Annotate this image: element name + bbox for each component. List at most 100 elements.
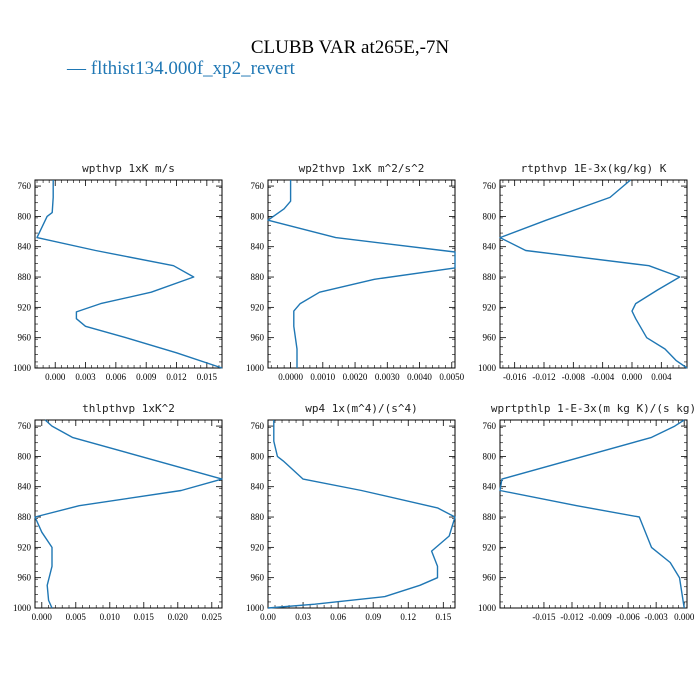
y-tick-label: 880 xyxy=(251,272,265,282)
panel-title: wprtpthlp 1-E-3x(m kg K)/(s kg) xyxy=(491,402,696,415)
x-tick-label: 0.004 xyxy=(651,372,672,382)
panel-title: wp2thvp 1xK m^2/s^2 xyxy=(299,162,425,175)
x-tick-label: 0.06 xyxy=(330,612,346,622)
x-tick-label: 0.09 xyxy=(365,612,381,622)
x-tick-label: -0.015 xyxy=(532,612,556,622)
y-tick-label: 1000 xyxy=(246,363,265,373)
x-tick-label: 0.000 xyxy=(32,612,53,622)
x-tick-label: 0.012 xyxy=(166,372,186,382)
x-tick-label: -0.004 xyxy=(591,372,615,382)
y-tick-label: 800 xyxy=(18,211,32,221)
y-tick-label: 880 xyxy=(483,512,497,522)
y-tick-label: 840 xyxy=(483,482,497,492)
y-tick-label: 1000 xyxy=(478,603,497,613)
y-tick-label: 920 xyxy=(483,542,497,552)
y-tick-label: 760 xyxy=(251,181,265,191)
y-tick-label: 960 xyxy=(251,573,265,583)
series-line xyxy=(267,420,456,609)
y-tick-label: 920 xyxy=(18,542,32,552)
y-tick-label: 840 xyxy=(251,242,265,252)
y-tick-label: 840 xyxy=(251,482,265,492)
y-tick-label: 1000 xyxy=(13,363,32,373)
y-tick-label: 880 xyxy=(483,272,497,282)
y-tick-label: 960 xyxy=(483,333,497,343)
x-tick-label: 0.015 xyxy=(134,612,155,622)
x-tick-label: -0.009 xyxy=(588,612,612,622)
x-tick-label: 0.000 xyxy=(622,372,643,382)
y-tick-label: 760 xyxy=(18,421,32,431)
plot-frame xyxy=(34,179,223,369)
x-tick-label: 0.0010 xyxy=(310,372,335,382)
y-tick-label: 1000 xyxy=(246,603,265,613)
series-line xyxy=(499,179,688,369)
y-tick-label: 920 xyxy=(18,302,32,312)
x-tick-label: 0.000 xyxy=(45,372,66,382)
x-tick-label: 0.006 xyxy=(106,372,127,382)
plot-frame xyxy=(267,419,456,609)
x-tick-label: -0.003 xyxy=(645,612,669,622)
x-tick-label: -0.012 xyxy=(532,372,555,382)
panel-title: wp4 1x(m^4)/(s^4) xyxy=(305,402,418,415)
x-tick-label: -0.016 xyxy=(503,372,527,382)
y-tick-label: 840 xyxy=(18,242,32,252)
x-tick-label: 0.003 xyxy=(75,372,96,382)
y-tick-label: 800 xyxy=(251,451,265,461)
y-tick-label: 800 xyxy=(251,211,265,221)
y-tick-label: 1000 xyxy=(478,363,497,373)
y-tick-label: 800 xyxy=(483,451,497,461)
y-tick-label: 960 xyxy=(18,573,32,583)
y-tick-label: 920 xyxy=(251,302,265,312)
series-line xyxy=(267,180,456,368)
x-tick-label: 0.00 xyxy=(260,612,276,622)
legend-label: flthist134.000f_xp2_revert xyxy=(90,58,295,79)
y-tick-label: 760 xyxy=(251,421,265,431)
y-tick-label: 880 xyxy=(18,272,32,282)
y-tick-label: 760 xyxy=(483,421,497,431)
series-line xyxy=(34,419,223,609)
y-tick-label: 960 xyxy=(18,333,32,343)
series-line xyxy=(499,419,685,609)
y-tick-label: 760 xyxy=(483,181,497,191)
panel-title: thlpthvp 1xK^2 xyxy=(82,402,175,415)
x-tick-label: 0.009 xyxy=(136,372,157,382)
x-tick-label: 0.15 xyxy=(435,612,451,622)
y-tick-label: 840 xyxy=(483,242,497,252)
x-tick-label: 0.0020 xyxy=(343,372,368,382)
x-tick-label: 0.020 xyxy=(168,612,189,622)
x-tick-label: 0.0000 xyxy=(278,372,303,382)
y-tick-label: 880 xyxy=(251,512,265,522)
x-tick-label: 0.000 xyxy=(674,612,695,622)
plot-frame xyxy=(34,419,223,609)
y-tick-label: 1000 xyxy=(13,603,32,613)
x-tick-label: 0.0050 xyxy=(439,372,464,382)
y-tick-label: 960 xyxy=(483,573,497,583)
series-line xyxy=(36,180,223,369)
y-tick-label: 920 xyxy=(483,302,497,312)
y-tick-label: 960 xyxy=(251,333,265,343)
plot-frame xyxy=(499,179,688,369)
x-tick-label: -0.008 xyxy=(562,372,586,382)
y-tick-label: 920 xyxy=(251,542,265,552)
x-tick-label: 0.010 xyxy=(100,612,121,622)
y-tick-label: 760 xyxy=(18,181,32,191)
x-tick-label: 0.0030 xyxy=(375,372,400,382)
y-tick-label: 800 xyxy=(483,211,497,221)
page-title: CLUBB VAR at265E,-7N xyxy=(250,37,450,58)
x-tick-label: 0.03 xyxy=(295,612,311,622)
y-tick-label: 880 xyxy=(18,512,32,522)
x-tick-label: 0.025 xyxy=(202,612,223,622)
x-tick-label: 0.0040 xyxy=(407,372,432,382)
x-tick-label: 0.005 xyxy=(66,612,87,622)
panel-title: wpthvp 1xK m/s xyxy=(82,162,175,175)
y-tick-label: 840 xyxy=(18,482,32,492)
legend: — flthist134.000f_xp2_revert xyxy=(67,58,295,80)
x-tick-label: 0.12 xyxy=(400,612,416,622)
x-tick-label: -0.012 xyxy=(560,612,583,622)
x-tick-label: -0.006 xyxy=(616,612,640,622)
plot-frame xyxy=(499,419,688,609)
x-tick-label: 0.015 xyxy=(197,372,218,382)
legend-line-marker: — xyxy=(67,58,86,79)
y-tick-label: 800 xyxy=(18,451,32,461)
panel-title: rtpthvp 1E-3x(kg/kg) K xyxy=(521,162,667,175)
